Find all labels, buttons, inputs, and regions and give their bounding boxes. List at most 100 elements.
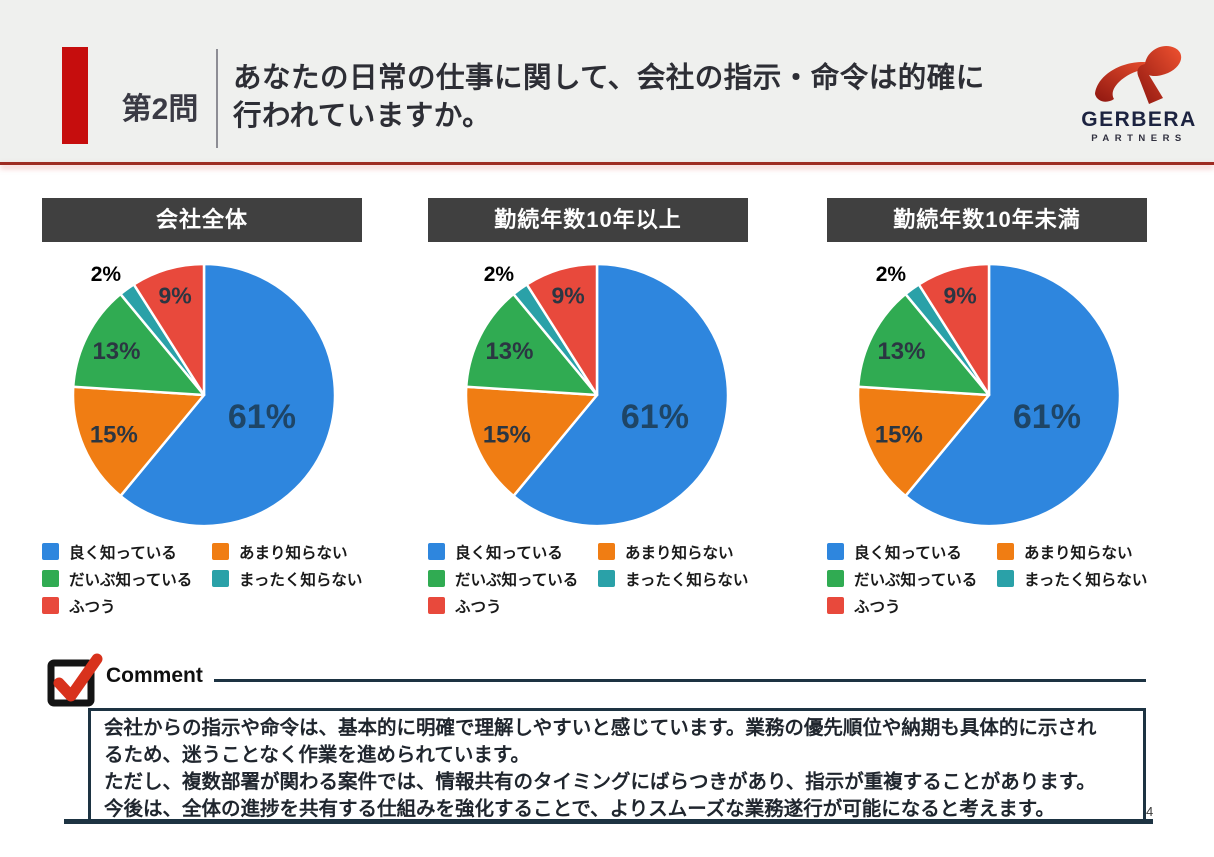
pie-slice bbox=[904, 262, 1122, 528]
question-number: 第2問 bbox=[121, 93, 199, 126]
legend-label: ふつう bbox=[455, 598, 502, 616]
header-rule bbox=[0, 162, 1214, 165]
legend-swatch bbox=[212, 543, 229, 560]
legend-item: 良く知っている bbox=[42, 543, 212, 562]
pie-slice bbox=[465, 292, 599, 397]
comment-line: 会社からの指示や命令は、基本的に明確で理解しやすいと感じています。業務の優先順位… bbox=[104, 717, 1097, 739]
chart-block-tenure-under10: 勤続年数10年未満 61% 15% 13% 2% 9% 良く知っている だいぶ知っているふ… bbox=[827, 198, 1147, 628]
question-line1: あなたの日常の仕事に関して、会社の指示・命令は的確に bbox=[233, 62, 985, 94]
pie-chart-company-total: 61% 15% 13% 2% 9% bbox=[71, 262, 337, 528]
legend-swatch bbox=[42, 597, 59, 614]
legend-swatch bbox=[598, 570, 615, 587]
legend-item: まったく知らない bbox=[997, 570, 1149, 589]
legend-label: だいぶ知っている bbox=[455, 571, 579, 589]
legend-item: 良く知っている bbox=[428, 543, 598, 562]
comment-line: 今後は、全体の進捗を共有する仕組みを強化することで、よりスムーズな業務遂行が可能… bbox=[104, 798, 1055, 820]
logo-subtitle: PARTNERS bbox=[1091, 133, 1187, 144]
legend-item: あまり知らない bbox=[212, 543, 364, 562]
pie-slice bbox=[525, 262, 599, 397]
legend-label: だいぶ知っている bbox=[69, 571, 193, 589]
pie-chart-tenure-under10: 61% 15% 13% 2% 9% bbox=[856, 262, 1122, 528]
logo-mark-icon bbox=[1095, 45, 1182, 104]
legend-label: まったく知らない bbox=[625, 571, 749, 589]
pie-chart-tenure-10plus: 61% 15% 13% 2% 9% bbox=[464, 262, 730, 528]
legend-label: ふつう bbox=[854, 598, 901, 616]
question-accent-bar bbox=[62, 47, 88, 144]
pie-slice bbox=[512, 262, 730, 528]
header-divider bbox=[216, 49, 218, 148]
pie-slice-label: 9% bbox=[159, 283, 192, 309]
legend-item: ふつう bbox=[827, 597, 997, 616]
legend-label: 良く知っている bbox=[854, 544, 962, 562]
legend-label: あまり知らない bbox=[239, 544, 348, 562]
chart-title-company-total: 会社全体 bbox=[42, 198, 362, 242]
pie-slice-label: 9% bbox=[552, 283, 585, 309]
chart-block-company-total: 会社全体 61% 15% 13% 2% 9% 良く知っている だいぶ知っている ふつう あまり… bbox=[42, 198, 362, 628]
legend-item: まったく知らない bbox=[598, 570, 750, 589]
pie-slice-label: 2% bbox=[484, 263, 515, 286]
comment-label: Comment bbox=[106, 664, 203, 687]
legend-label: まったく知らない bbox=[239, 571, 363, 589]
legend-swatch bbox=[42, 543, 59, 560]
page-number: 4 bbox=[1146, 804, 1154, 819]
legend-label: 良く知っている bbox=[455, 544, 563, 562]
checkbox-icon bbox=[46, 650, 104, 710]
legend-item: ふつう bbox=[428, 597, 598, 616]
pie-slice bbox=[71, 385, 206, 498]
comment-box: 会社からの指示や命令は、基本的に明確で理解しやすいと感じています。業務の優先順位… bbox=[88, 708, 1146, 821]
legend-item: だいぶ知っている bbox=[428, 570, 598, 589]
comment-line: ただし、複数部署が関わる案件では、情報共有のタイミングにばらつきがあり、指示が重… bbox=[104, 771, 1096, 793]
comment-line: るため、迷うことなく作業を進められています。 bbox=[104, 744, 530, 766]
legend-swatch bbox=[827, 597, 844, 614]
pie-slice-label: 13% bbox=[877, 338, 925, 365]
chart-title-tenure-10plus: 勤続年数10年以上 bbox=[428, 198, 748, 242]
pie-slice-label: 13% bbox=[485, 338, 533, 365]
pie-slice-label: 15% bbox=[483, 421, 531, 448]
legend-label: ふつう bbox=[69, 598, 116, 616]
pie-slice bbox=[856, 385, 991, 498]
pie-slice bbox=[132, 262, 206, 397]
legend-swatch bbox=[997, 543, 1014, 560]
pie-slice-label: 61% bbox=[1013, 398, 1081, 436]
legend-item: だいぶ知っている bbox=[42, 570, 212, 589]
chart-block-tenure-10plus: 勤続年数10年以上 61% 15% 13% 2% 9% 良く知っている だいぶ知っているふ… bbox=[428, 198, 748, 628]
legend-swatch bbox=[827, 570, 844, 587]
pie-slice-label: 15% bbox=[90, 421, 138, 448]
pie-slice bbox=[464, 385, 599, 498]
legend-swatch bbox=[598, 543, 615, 560]
legend-item: だいぶ知っている bbox=[827, 570, 997, 589]
legend-swatch bbox=[212, 570, 229, 587]
question-title: あなたの日常の仕事に関して、会社の指示・命令は的確に 行われていますか。 bbox=[233, 59, 985, 135]
pie-slice-label: 2% bbox=[876, 263, 907, 286]
legend-item: ふつう bbox=[42, 597, 212, 616]
legend-swatch bbox=[428, 597, 445, 614]
legend-item: あまり知らない bbox=[598, 543, 750, 562]
pie-slice-label: 2% bbox=[91, 263, 122, 286]
pie-slice-label: 15% bbox=[875, 421, 923, 448]
legend-swatch bbox=[997, 570, 1014, 587]
legend-label: 良く知っている bbox=[69, 544, 177, 562]
header-band: 第2問 あなたの日常の仕事に関して、会社の指示・命令は的確に 行われていますか。… bbox=[0, 0, 1214, 165]
chart-legend: 良く知っている だいぶ知っている ふつう あまり知らない まったく知らない bbox=[827, 543, 1149, 624]
legend-item: あまり知らない bbox=[997, 543, 1149, 562]
pie-slice-label: 9% bbox=[944, 283, 977, 309]
logo-brand: GERBERA bbox=[1081, 108, 1197, 131]
legend-swatch bbox=[428, 570, 445, 587]
pie-slice bbox=[917, 262, 991, 397]
comment-rule bbox=[214, 679, 1146, 682]
legend-swatch bbox=[428, 543, 445, 560]
chart-title-tenure-under10: 勤続年数10年未満 bbox=[827, 198, 1147, 242]
pie-slice-label: 61% bbox=[621, 398, 689, 436]
legend-swatch bbox=[42, 570, 59, 587]
legend-label: まったく知らない bbox=[1024, 571, 1148, 589]
pie-slice bbox=[72, 292, 206, 397]
legend-label: だいぶ知っている bbox=[854, 571, 978, 589]
legend-item: まったく知らない bbox=[212, 570, 364, 589]
chart-legend: 良く知っている だいぶ知っている ふつう あまり知らない まったく知らない bbox=[428, 543, 750, 624]
pie-slice bbox=[857, 292, 991, 397]
legend-label: あまり知らない bbox=[625, 544, 734, 562]
legend-label: あまり知らない bbox=[1024, 544, 1133, 562]
pie-slice-label: 13% bbox=[92, 338, 140, 365]
legend-item: 良く知っている bbox=[827, 543, 997, 562]
